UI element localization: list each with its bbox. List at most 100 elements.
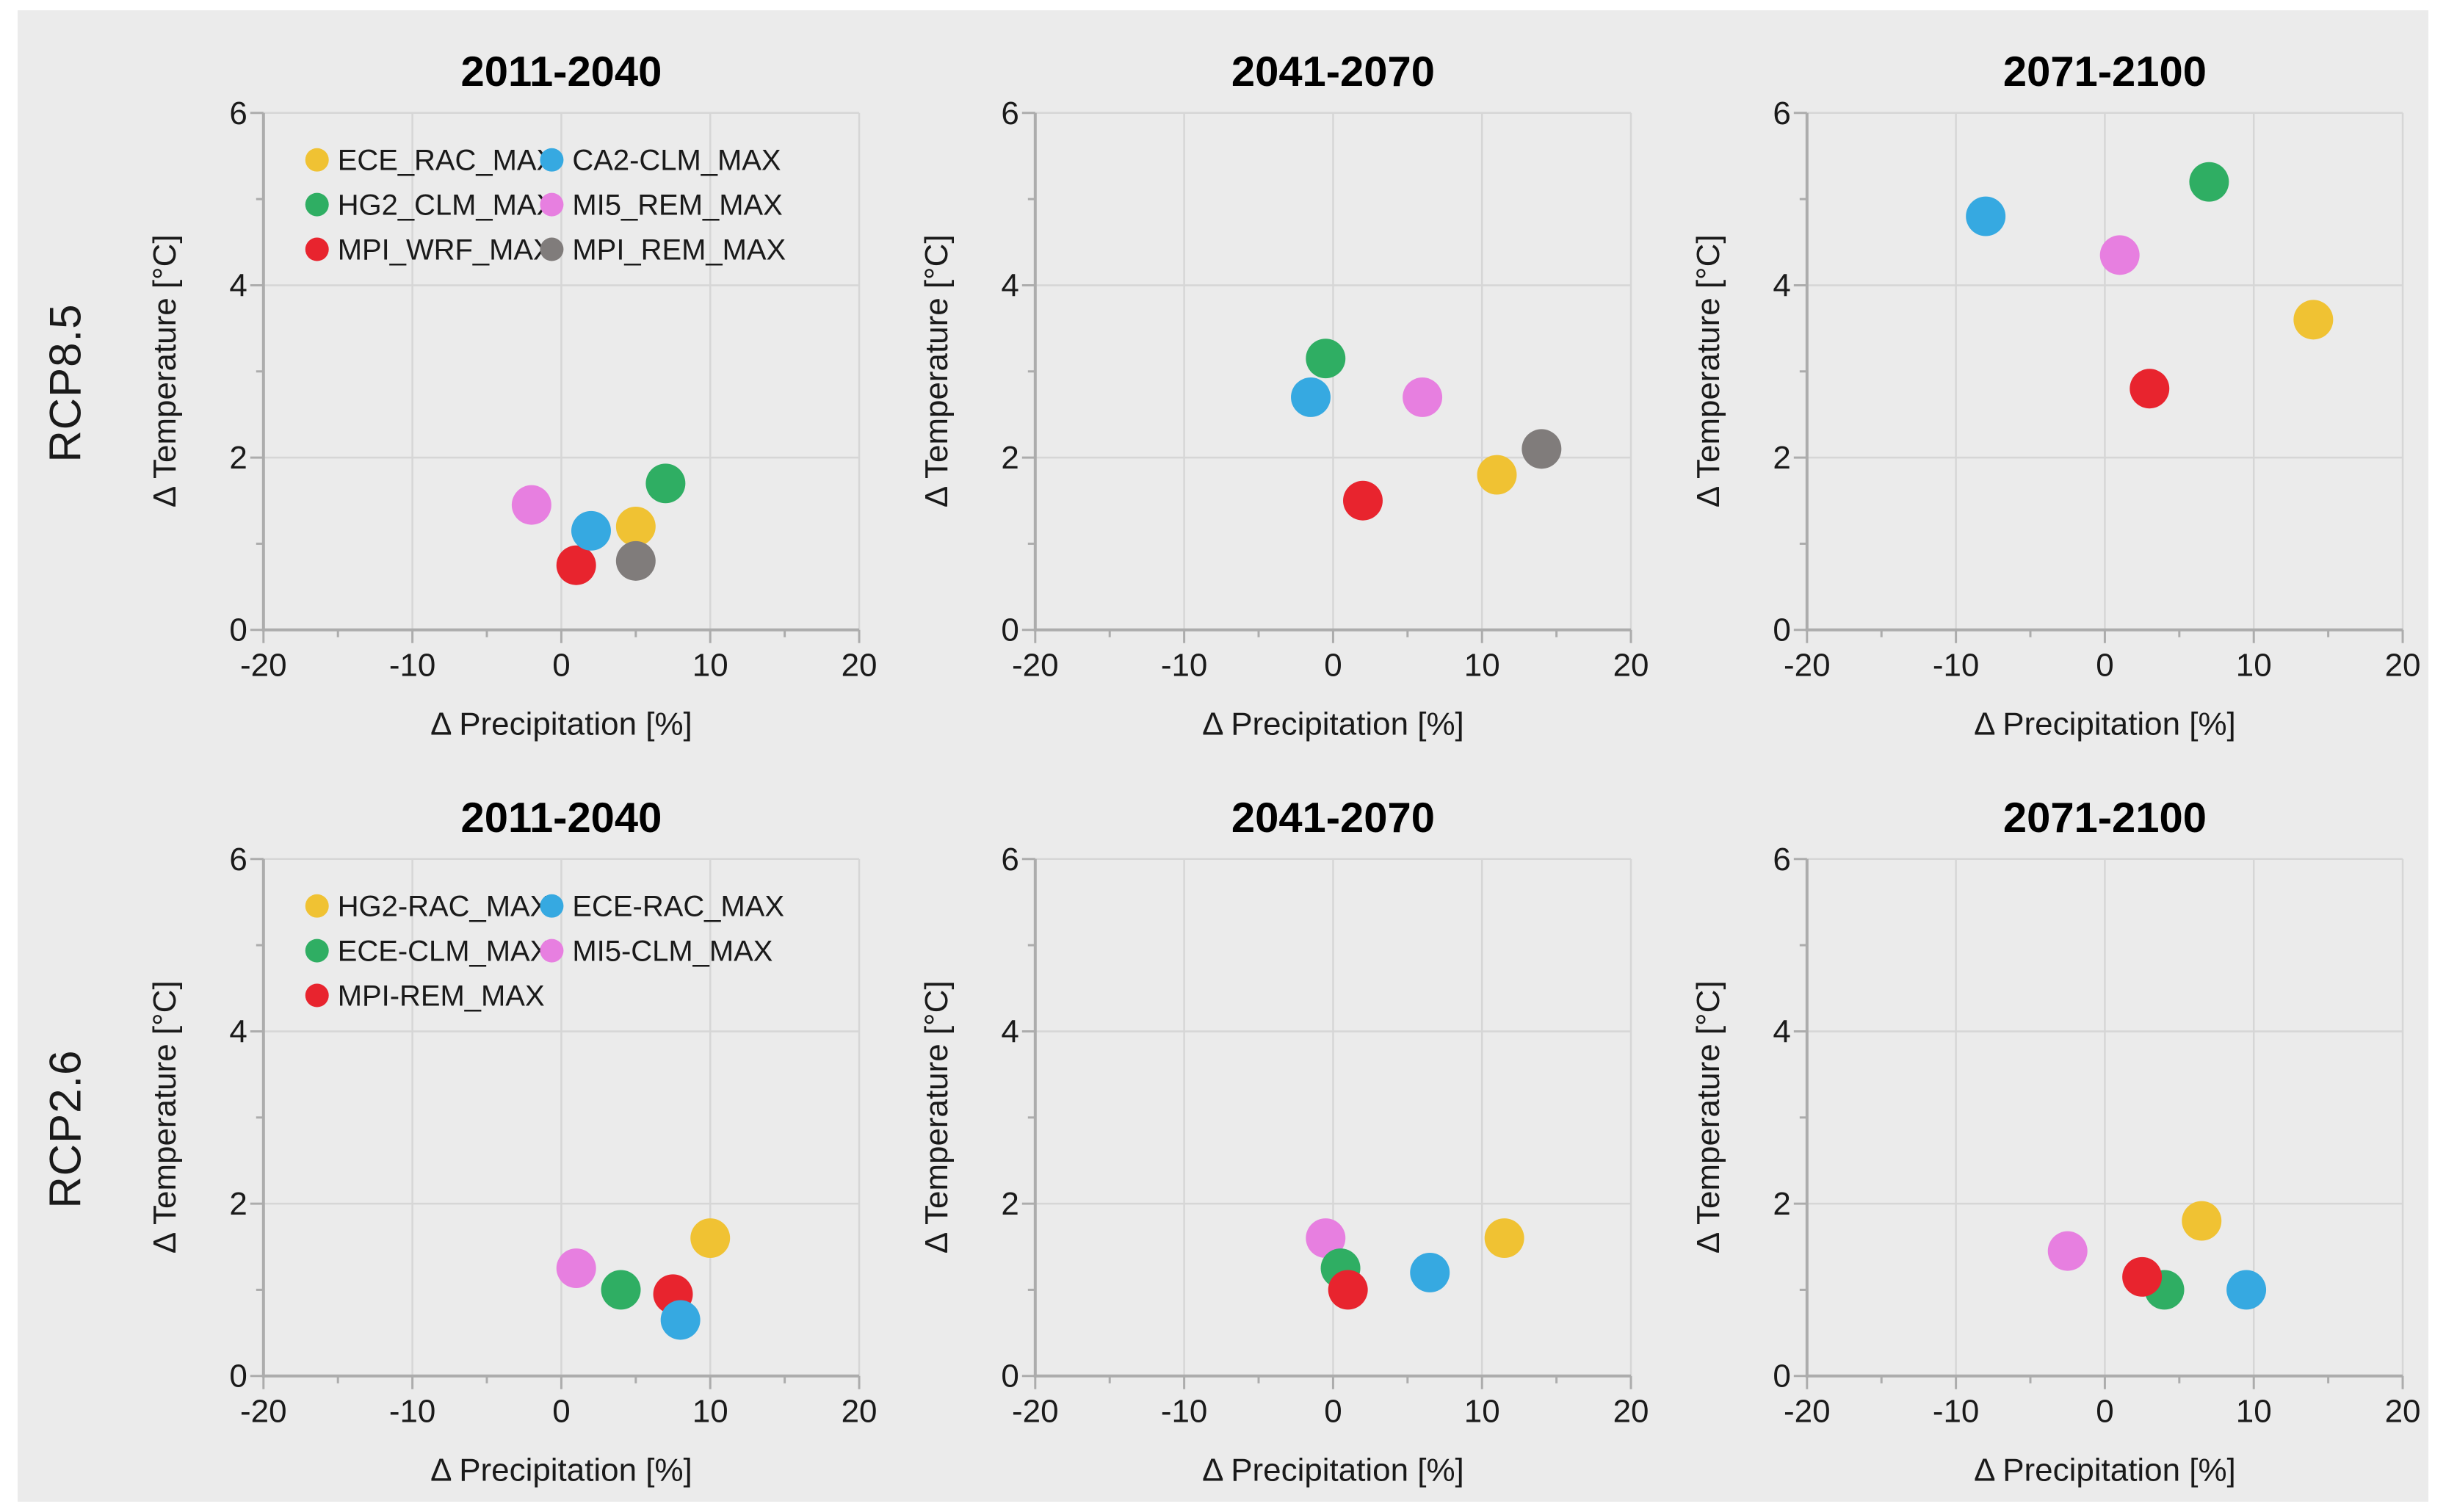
- scatter-point-MPI_WRF_MAX: [1343, 480, 1383, 521]
- x-tick-label: 0: [2096, 1393, 2113, 1429]
- panel-rcp85-2041-2070: -20 -10 0 10 20 0 2 4 6 2041-2070 Δ Precipitatio…: [919, 48, 1649, 742]
- plot-area: -20 -10 0 10 20 0 2 4 6: [1001, 841, 1649, 1429]
- x-tick-label: -20: [1784, 1393, 1831, 1429]
- plot-area: -20 -10 0 10 20 0 2 4 6 ECE_RAC_MAX HG2_CLM_MAX MPI…: [229, 95, 877, 684]
- scatter-point-MPI_REM_MAX: [1521, 429, 1562, 469]
- x-tick-label: 20: [842, 648, 878, 684]
- y-tick-label: 4: [229, 267, 247, 303]
- y-tick-label: 4: [229, 1013, 247, 1049]
- y-axis-label: Δ Temperature [°C]: [919, 234, 955, 507]
- scatter-point-ECE-RAC_MAX: [1410, 1252, 1450, 1292]
- legend-label-ECE_RAC_MAX: ECE_RAC_MAX: [338, 145, 556, 177]
- scatter-point-MI5_REM_MAX: [511, 485, 551, 525]
- scatter-point-MPI-REM_MAX: [1328, 1269, 1368, 1309]
- legend-label-ECE-CLM_MAX: ECE-CLM_MAX: [338, 935, 550, 967]
- y-tick-label: 0: [1001, 1358, 1018, 1394]
- scatter-point-ECE-CLM_MAX: [601, 1269, 641, 1309]
- plot-area: -20 -10 0 10 20 0 2 4 6 HG2-RAC_MAX ECE-CLM_MAX MPI…: [229, 841, 877, 1429]
- scatter-point-MI5-CLM_MAX: [2047, 1231, 2088, 1271]
- scatter-point-MI5-CLM_MAX: [1306, 1218, 1346, 1258]
- x-tick-label: 0: [1324, 648, 1342, 684]
- x-tick-label: 0: [552, 648, 570, 684]
- y-tick-label: 0: [229, 612, 247, 648]
- row-label-rcp26: RCP2.6: [40, 1049, 90, 1209]
- y-tick-label: 0: [1773, 612, 1790, 648]
- panel-title: 2071-2100: [2003, 48, 2207, 95]
- scatter-point-MPI-REM_MAX: [2122, 1256, 2163, 1297]
- y-axis-label: Δ Temperature [°C]: [1690, 234, 1726, 507]
- legend-label-CA2-CLM_MAX: CA2-CLM_MAX: [572, 145, 781, 177]
- x-tick-label: 10: [1464, 648, 1500, 684]
- row-label-cell-rcp26: RCP2.6: [18, 756, 113, 1502]
- panel-rcp85-2011-2040: -20 -10 0 10 20 0 2 4 6 ECE_RAC_MAX HG2_CLM_MAX MPI…: [147, 48, 878, 742]
- y-tick-label: 2: [1773, 440, 1790, 476]
- panel-rcp85-2071-2100: -20 -10 0 10 20 0 2 4 6 2071-2100 Δ Precipitatio…: [1690, 48, 2421, 742]
- legend-dot-HG2-RAC_MAX: [305, 894, 329, 918]
- x-tick-label: 20: [1613, 1393, 1649, 1429]
- y-axis-label: Δ Temperature [°C]: [919, 980, 955, 1254]
- y-axis-label: Δ Temperature [°C]: [1690, 980, 1726, 1254]
- panel-rcp26-2011-2040: -20 -10 0 10 20 0 2 4 6 HG2-RAC_MAX ECE-CLM_MAX MPI…: [147, 794, 878, 1488]
- panel-title: 2041-2070: [1231, 794, 1435, 841]
- x-tick-label: 0: [2096, 648, 2113, 684]
- scatter-point-CA2-CLM_MAX: [571, 510, 611, 551]
- scatter-point-HG2-RAC_MAX: [2182, 1201, 2222, 1241]
- legend-label-MPI_WRF_MAX: MPI_WRF_MAX: [338, 234, 553, 267]
- legend-dot-ECE-CLM_MAX: [305, 938, 329, 963]
- y-axis-label: Δ Temperature [°C]: [147, 980, 183, 1254]
- x-tick-label: -10: [389, 648, 436, 684]
- y-tick-label: 4: [1773, 267, 1790, 303]
- x-tick-label: -20: [1012, 648, 1059, 684]
- scatter-point-MI5-CLM_MAX: [556, 1248, 596, 1288]
- x-axis-label: Δ Precipitation [%]: [430, 706, 692, 742]
- y-tick-label: 0: [1001, 612, 1018, 648]
- scatter-point-MPI_WRF_MAX: [2130, 369, 2170, 409]
- x-tick-label: -20: [240, 1393, 287, 1429]
- x-tick-label: 20: [1613, 648, 1649, 684]
- y-tick-label: 4: [1001, 267, 1018, 303]
- x-axis-label: Δ Precipitation [%]: [1974, 1452, 2236, 1488]
- scatter-point-ECE_RAC_MAX: [1477, 455, 1517, 495]
- row-label-cell-rcp85: RCP8.5: [18, 10, 113, 756]
- plot-area: -20 -10 0 10 20 0 2 4 6: [1001, 95, 1649, 684]
- legend-dot-MPI_WRF_MAX: [305, 237, 329, 261]
- panel-title: 2011-2040: [461, 794, 662, 841]
- legend-dot-MPI-REM_MAX: [305, 983, 329, 1007]
- scatter-point-HG2-RAC_MAX: [690, 1218, 731, 1258]
- x-tick-label: 10: [2236, 648, 2272, 684]
- scatter-point-ECE-RAC_MAX: [2226, 1269, 2267, 1309]
- y-tick-label: 6: [1773, 841, 1790, 877]
- x-tick-label: -10: [1161, 648, 1208, 684]
- x-tick-label: 20: [2385, 648, 2421, 684]
- x-tick-label: -10: [389, 1393, 436, 1429]
- scatter-point-ECE_RAC_MAX: [2293, 300, 2334, 340]
- y-tick-label: 6: [1001, 95, 1018, 131]
- y-axis-label: Δ Temperature [°C]: [147, 234, 183, 507]
- y-tick-label: 2: [1773, 1186, 1790, 1222]
- scatter-point-CA2-CLM_MAX: [1291, 377, 1331, 417]
- legend-dot-HG2_CLM_MAX: [305, 192, 329, 217]
- scatter-point-ECE_RAC_MAX: [615, 507, 656, 546]
- x-tick-label: -10: [1161, 1393, 1208, 1429]
- legend-dot-MPI_REM_MAX: [540, 237, 564, 261]
- y-tick-label: 2: [1001, 1186, 1018, 1222]
- x-tick-label: 0: [552, 1393, 570, 1429]
- legend-dot-MI5-CLM_MAX: [540, 938, 564, 963]
- y-tick-label: 2: [229, 440, 247, 476]
- legend-dot-ECE_RAC_MAX: [305, 148, 329, 172]
- x-tick-label: 10: [2236, 1393, 2272, 1429]
- x-axis-label: Δ Precipitation [%]: [1202, 1452, 1464, 1488]
- plot-area: -20 -10 0 10 20 0 2 4 6: [1773, 841, 2420, 1429]
- x-tick-label: 10: [692, 648, 728, 684]
- scatter-point-MI5_REM_MAX: [2099, 235, 2140, 275]
- x-tick-label: 20: [2385, 1393, 2421, 1429]
- legend-label-MI5-CLM_MAX: MI5-CLM_MAX: [572, 935, 772, 967]
- x-axis-label: Δ Precipitation [%]: [430, 1452, 692, 1488]
- legend-label-MI5_REM_MAX: MI5_REM_MAX: [572, 189, 782, 222]
- scatter-point-MI5_REM_MAX: [1403, 377, 1443, 417]
- y-tick-label: 0: [1773, 1358, 1790, 1394]
- scatter-point-HG2_CLM_MAX: [1306, 339, 1346, 379]
- scatter-point-HG2_CLM_MAX: [645, 463, 686, 504]
- legend-dot-CA2-CLM_MAX: [540, 148, 564, 172]
